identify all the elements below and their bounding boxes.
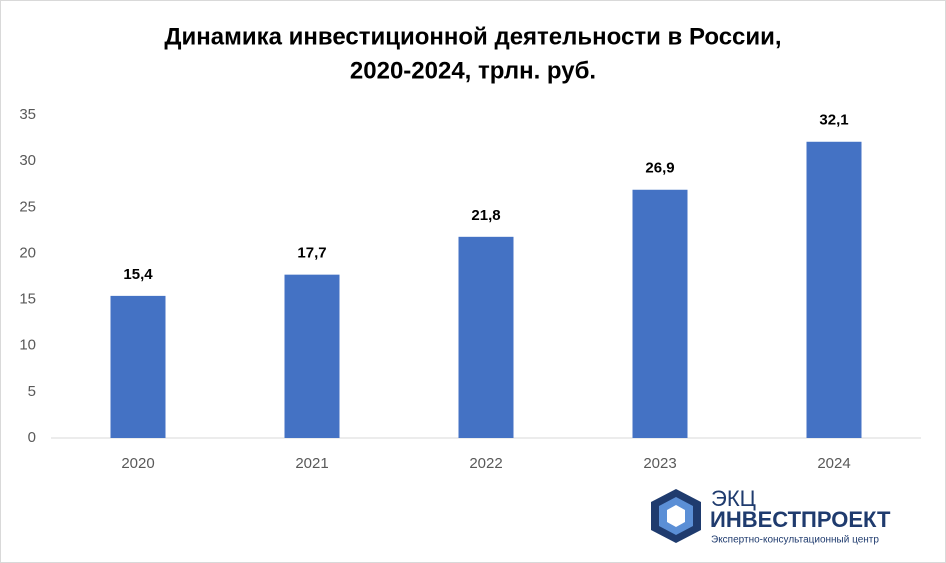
x-tick-label: 2020 (121, 455, 154, 472)
chart-title: 2020-2024, трлн. руб. (350, 57, 596, 84)
value-label: 17,7 (297, 245, 326, 262)
bar (284, 274, 340, 438)
y-tick-label: 15 (19, 291, 36, 308)
x-tick-label: 2022 (469, 455, 502, 472)
logo: ЭКЦ ИНВЕСТПРОЕКТ Экспертно-консультацион… (651, 486, 891, 546)
y-tick-label: 20 (19, 244, 36, 261)
value-label: 32,1 (819, 112, 848, 129)
x-tick-label: 2021 (295, 455, 328, 472)
logo-brand: ИНВЕСТПРОЕКТ (710, 507, 891, 532)
x-tick-label: 2023 (643, 455, 676, 472)
logo-tagline: Экспертно-консультационный центр (711, 535, 879, 546)
logo-name: ЭКЦ (711, 486, 756, 511)
y-tick-label: 5 (28, 383, 36, 400)
logo-icon (667, 505, 685, 527)
y-tick-label: 30 (19, 152, 36, 169)
y-tick-label: 25 (19, 198, 36, 215)
bar (110, 295, 166, 438)
value-label: 21,8 (471, 207, 500, 224)
bar (632, 189, 688, 438)
value-label: 15,4 (123, 266, 153, 283)
value-label: 26,9 (645, 160, 674, 177)
bar (806, 141, 862, 438)
y-tick-label: 10 (19, 337, 36, 354)
bar (458, 236, 514, 438)
y-tick-label: 0 (28, 429, 36, 446)
x-tick-label: 2024 (817, 455, 850, 472)
chart-title: Динамика инвестиционной деятельности в Р… (164, 23, 781, 50)
y-tick-label: 35 (19, 106, 36, 123)
